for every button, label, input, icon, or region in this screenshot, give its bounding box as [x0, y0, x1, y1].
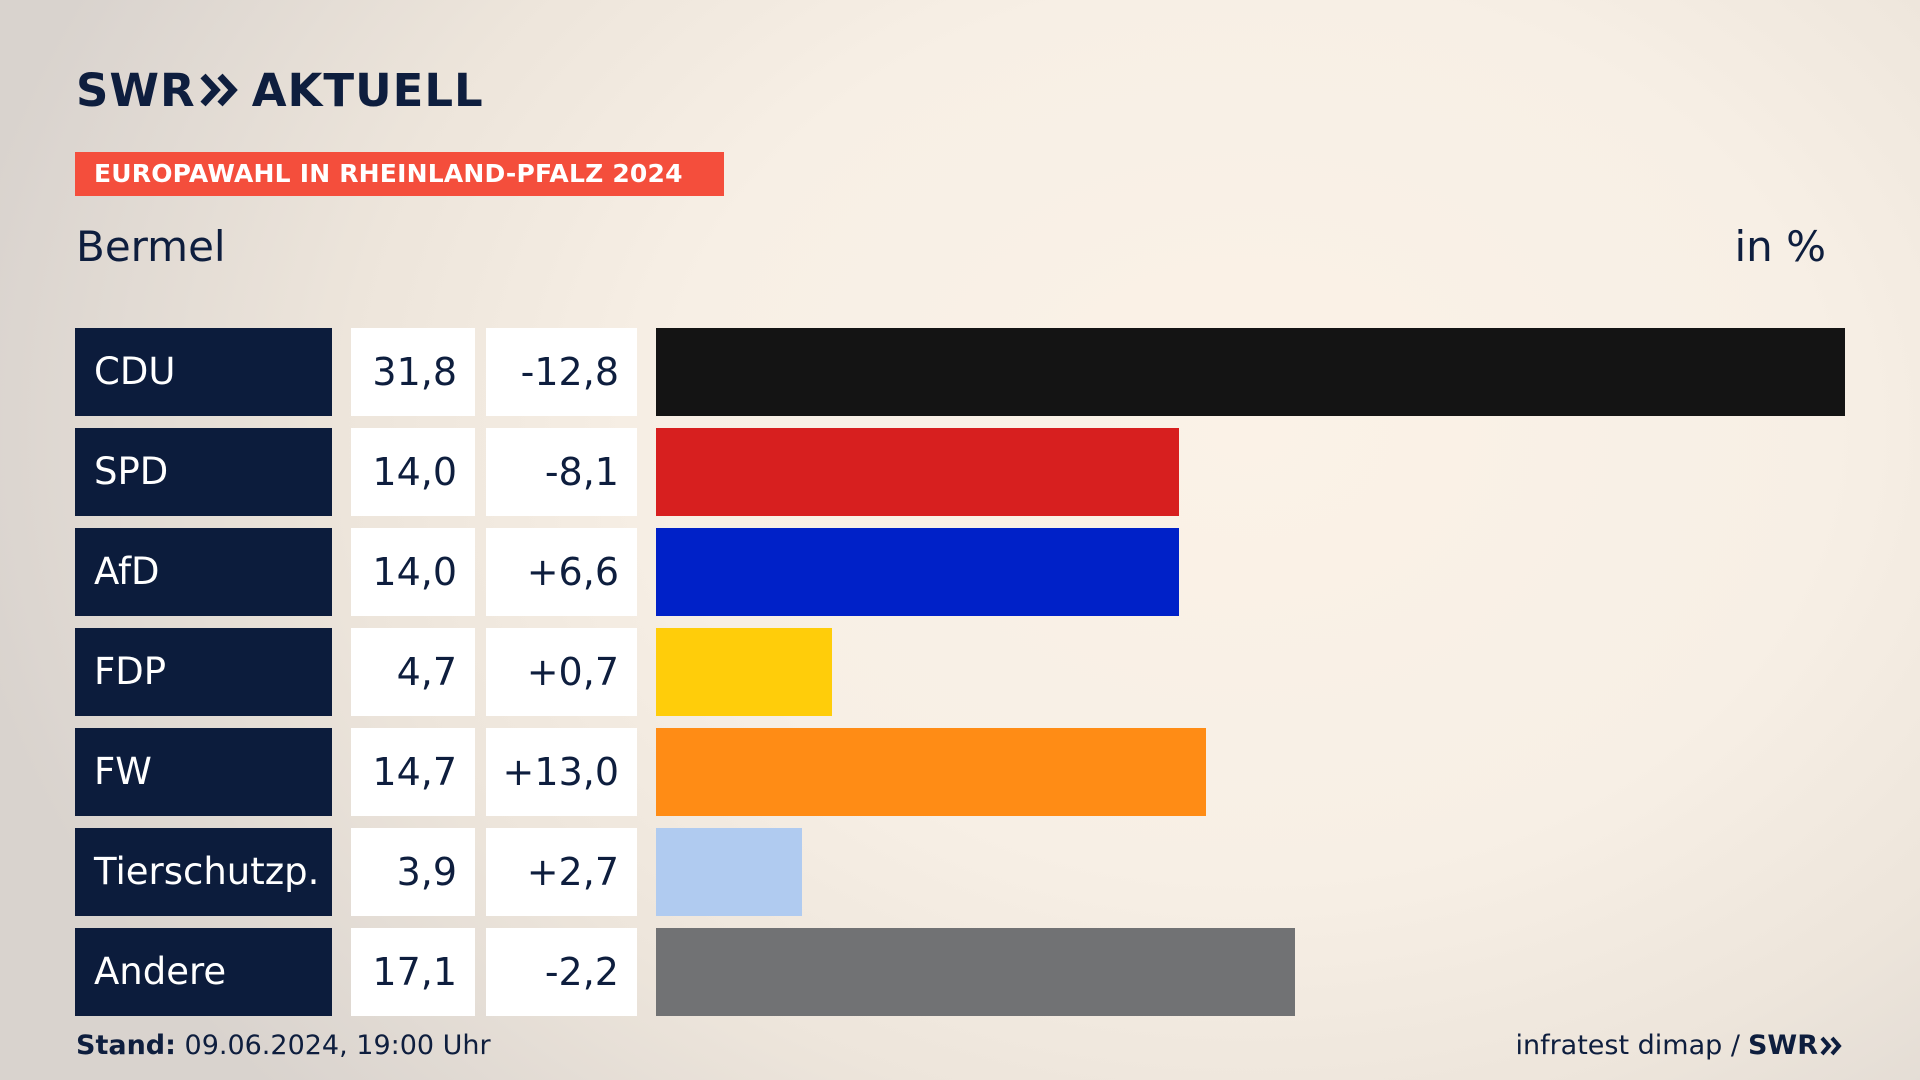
result-row: FDP 4,7 +0,7	[75, 628, 1845, 716]
source-text: infratest dimap /	[1515, 1030, 1740, 1061]
source-brand: SWR	[1748, 1030, 1844, 1061]
vote-share-value: 17,1	[351, 928, 475, 1016]
vote-share-value: 14,7	[351, 728, 475, 816]
vote-change-value: -8,1	[486, 428, 637, 516]
unit-label: in %	[1734, 222, 1826, 271]
brand-aktuell: AKTUELL	[251, 63, 484, 117]
vote-change-value: +0,7	[486, 628, 637, 716]
vote-change-value: -12,8	[486, 328, 637, 416]
vote-share-value: 4,7	[351, 628, 475, 716]
party-label: Tierschutzp.	[75, 828, 332, 916]
double-chevron-icon	[200, 73, 238, 107]
source-credit: infratest dimap / SWR	[1515, 1030, 1844, 1061]
stand-label: Stand:	[76, 1030, 176, 1061]
source-brand-text: SWR	[1747, 1030, 1818, 1061]
result-bar	[656, 928, 1295, 1016]
result-row: AfD 14,0 +6,6	[75, 528, 1845, 616]
result-row: FW 14,7 +13,0	[75, 728, 1845, 816]
result-bar	[656, 328, 1845, 416]
result-row: CDU 31,8 -12,8	[75, 328, 1845, 416]
vote-share-value: 14,0	[351, 428, 475, 516]
result-row: Tierschutzp. 3,9 +2,7	[75, 828, 1845, 916]
vote-change-value: +6,6	[486, 528, 637, 616]
party-label: FDP	[75, 628, 332, 716]
double-chevron-small-icon	[1820, 1036, 1842, 1055]
region-title: Bermel	[76, 222, 226, 271]
result-bar	[656, 828, 802, 916]
vote-share-value: 14,0	[351, 528, 475, 616]
result-bar	[656, 628, 832, 716]
vote-share-value: 31,8	[351, 328, 475, 416]
vote-share-value: 3,9	[351, 828, 475, 916]
result-row: SPD 14,0 -8,1	[75, 428, 1845, 516]
party-label: Andere	[75, 928, 332, 1016]
timestamp: Stand: 09.06.2024, 19:00 Uhr	[76, 1030, 491, 1061]
swr-aktuell-logo: SWR AKTUELL	[76, 63, 484, 117]
result-row: Andere 17,1 -2,2	[75, 928, 1845, 1016]
stand-value: 09.06.2024, 19:00 Uhr	[184, 1030, 491, 1061]
result-bar	[656, 528, 1179, 616]
brand-swr: SWR	[76, 63, 196, 117]
party-label: AfD	[75, 528, 332, 616]
party-label: CDU	[75, 328, 332, 416]
vote-change-value: +2,7	[486, 828, 637, 916]
vote-change-value: +13,0	[486, 728, 637, 816]
result-bar	[656, 428, 1179, 516]
vote-change-value: -2,2	[486, 928, 637, 1016]
election-banner: EUROPAWAHL IN RHEINLAND-PFALZ 2024	[75, 152, 724, 196]
party-label: FW	[75, 728, 332, 816]
party-label: SPD	[75, 428, 332, 516]
result-bar	[656, 728, 1206, 816]
